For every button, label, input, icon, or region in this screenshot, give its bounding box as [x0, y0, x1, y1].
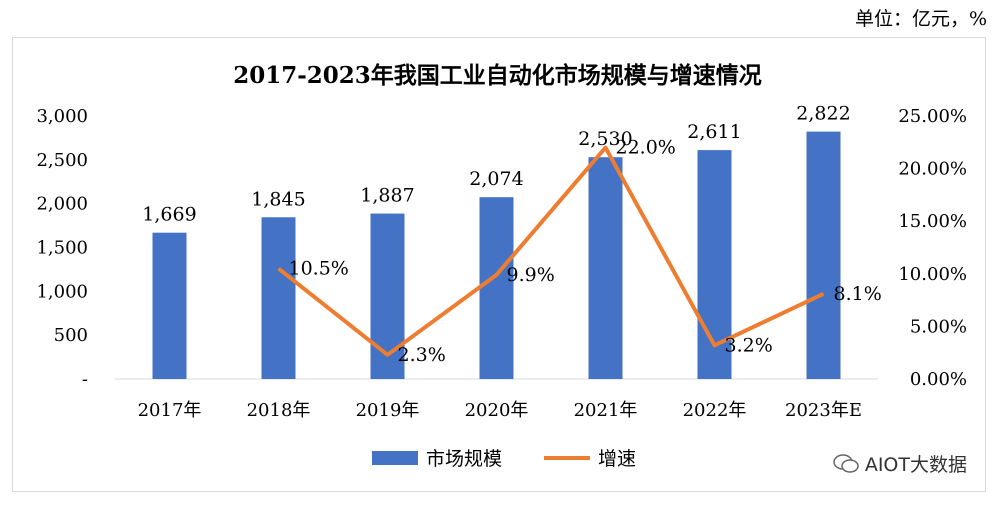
bar-data-label: 2,822 — [796, 103, 850, 125]
y-left-tick-label: 2,500 — [36, 150, 88, 171]
y-right-tick-label: 0.00% — [910, 369, 967, 390]
wechat-icon — [833, 453, 859, 473]
bar — [588, 157, 623, 379]
y-left-tick-label: 1,000 — [36, 281, 88, 302]
line-data-label: 3.2% — [725, 334, 773, 356]
y-right-tick-label: 5.00% — [910, 316, 967, 337]
bar-data-label: 2,074 — [469, 168, 523, 190]
bar — [261, 217, 296, 379]
bar-data-label: 2,530 — [578, 128, 632, 150]
x-tick-label: 2020年 — [465, 400, 529, 421]
watermark: AIOT大数据 — [833, 450, 967, 477]
x-tick-label: 2018年 — [247, 400, 311, 421]
line-data-label: 8.1% — [834, 283, 882, 305]
legend-swatch-line — [544, 455, 591, 460]
legend-label-growth: 增速 — [598, 448, 637, 470]
x-tick-label: 2022年 — [683, 400, 747, 421]
watermark-text: AIOT大数据 — [864, 454, 967, 476]
y-right-tick-label: 10.00% — [898, 264, 967, 285]
y-left-tick-label: 1,500 — [36, 238, 88, 259]
bar — [370, 213, 405, 379]
line-data-label: 9.9% — [507, 264, 555, 286]
y-left-tick-label: 500 — [54, 325, 88, 346]
y-left-tick-label: 3,000 — [36, 106, 88, 127]
legend-label-market-size: 市场规模 — [426, 448, 503, 470]
chart-title: 2017-2023年我国工业自动化市场规模与增速情况 — [233, 62, 762, 89]
x-tick-label: 2017年 — [138, 400, 202, 421]
legend: 市场规模 增速 — [372, 444, 636, 471]
y-right-tick-label: 15.00% — [898, 211, 967, 232]
bar — [806, 131, 841, 379]
unit-label: 单位：亿元，% — [854, 8, 987, 30]
bar — [152, 232, 187, 379]
y-right-tick-label: 25.00% — [898, 106, 967, 127]
bar-data-label: 1,887 — [360, 185, 414, 207]
line-data-label: 10.5% — [289, 258, 349, 280]
y-right-tick-label: 20.00% — [898, 159, 967, 180]
x-tick-label: 2021年 — [574, 400, 638, 421]
y-left-tick-label: - — [82, 369, 88, 390]
x-tick-label: 2023年E — [785, 400, 862, 421]
bar — [479, 197, 514, 379]
line-data-label: 2.3% — [398, 344, 446, 366]
line-data-label: 22.0% — [616, 137, 676, 159]
bar-data-label: 1,845 — [251, 188, 305, 210]
x-tick-label: 2019年 — [356, 400, 420, 421]
y-left-tick-label: 2,000 — [36, 194, 88, 215]
chart-frame — [12, 37, 986, 492]
legend-swatch-bar — [372, 450, 418, 465]
bar-data-label: 1,669 — [142, 204, 196, 226]
growth-line — [277, 145, 825, 357]
bar-data-label: 2,611 — [687, 121, 741, 143]
